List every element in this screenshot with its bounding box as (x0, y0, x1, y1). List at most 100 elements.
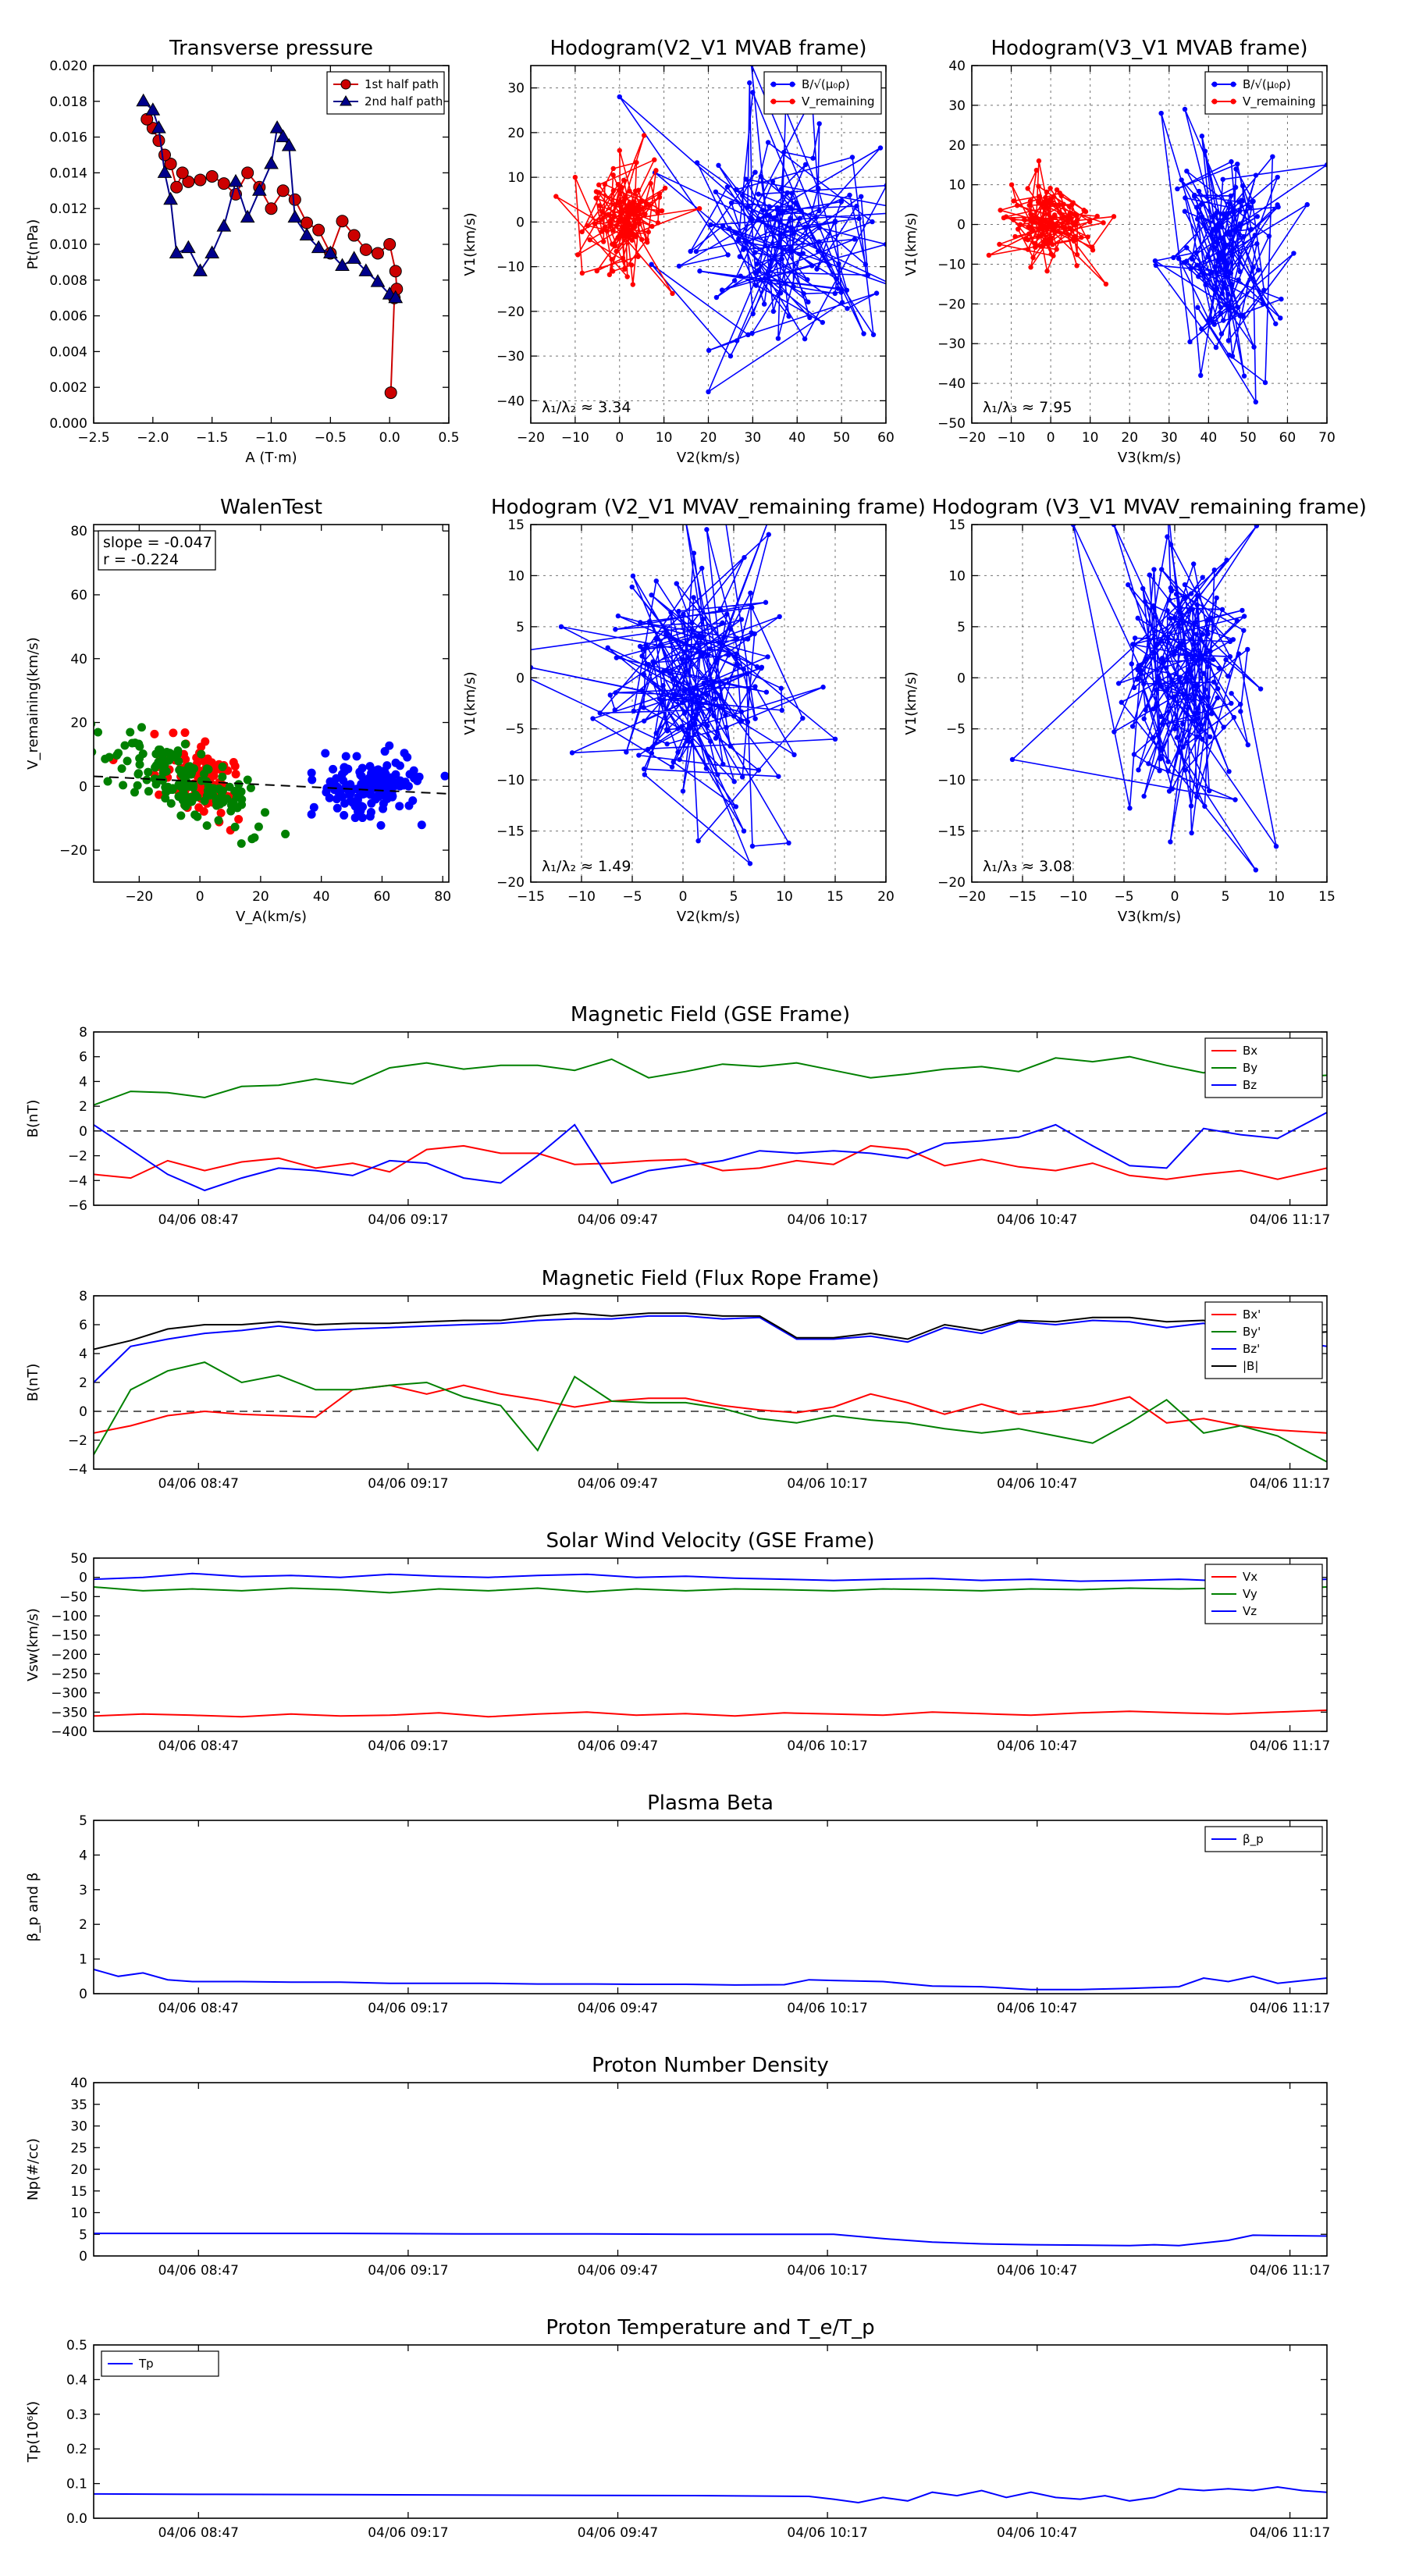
data-point (180, 728, 190, 738)
data-point (707, 646, 713, 652)
data-point (301, 216, 313, 229)
plot-area (1009, 525, 1279, 873)
data-point (592, 221, 598, 227)
y-tick-label: 0 (516, 215, 525, 230)
y-tick-label: 10 (948, 568, 966, 584)
data-point (1224, 557, 1229, 563)
data-point (756, 191, 761, 197)
chart-h1: Hodogram(V2_V1 MVAB frame) −20 −10 0 10 20 30 4… (462, 37, 895, 466)
data-point (777, 614, 782, 620)
data-point (307, 768, 316, 777)
data-point (1195, 304, 1200, 311)
data-point (1197, 650, 1203, 656)
data-point (357, 813, 367, 823)
legend: β_p (1204, 1826, 1323, 1852)
y-tick-label: 0.004 (49, 344, 87, 360)
x-tick-label: 60 (1279, 430, 1297, 446)
plot-area (94, 1055, 1327, 1192)
data-point (873, 290, 880, 296)
data-point (217, 177, 230, 190)
data-point (1193, 620, 1198, 626)
plot-area (94, 1312, 1327, 1463)
data-point (205, 245, 220, 258)
data-point (807, 315, 813, 321)
data-point (780, 209, 786, 215)
data-point (861, 331, 866, 336)
x-tick-label: 04/06 08:47 (158, 2001, 239, 2016)
x-tick-label: 04/06 10:17 (787, 2263, 867, 2279)
legend-marker (1230, 81, 1236, 87)
legend-label: By' (1243, 1325, 1261, 1339)
data-point (404, 801, 414, 810)
data-point (596, 182, 602, 188)
data-point (176, 166, 189, 180)
data-point (688, 248, 693, 254)
data-point (1136, 667, 1141, 673)
x-tick-label: 20 (1121, 430, 1138, 446)
data-point (1241, 614, 1247, 619)
data-point (789, 190, 795, 196)
data-point (371, 792, 380, 802)
data-point (1158, 756, 1163, 762)
data-point (1035, 234, 1041, 240)
legend-label: β_p (1243, 1832, 1264, 1847)
data-point (1074, 263, 1080, 269)
data-point (1203, 282, 1208, 288)
legend: 1st half path 2nd half path (326, 71, 445, 115)
y-tick-label: −10 (496, 260, 525, 276)
x-tick-label: 10 (656, 430, 673, 446)
x-tick-label: 0 (196, 889, 205, 905)
data-point (1211, 567, 1218, 573)
data-point (986, 252, 992, 258)
data-point (1033, 167, 1040, 173)
legend-box (1204, 1826, 1323, 1852)
y-tick-label: 0.002 (49, 380, 87, 396)
data-point (365, 762, 375, 771)
data-point (752, 169, 758, 175)
data-point (1197, 721, 1204, 727)
data-point (1229, 691, 1234, 696)
x-tick-label: 04/06 10:47 (997, 2525, 1077, 2541)
y-tick-label: 30 (507, 81, 525, 97)
y-tick-label: 8 (79, 1289, 87, 1304)
x-tick-label: 04/06 10:17 (787, 1212, 867, 1228)
data-point (596, 190, 602, 195)
data-point (1179, 721, 1186, 727)
data-point (1172, 652, 1177, 657)
data-point (1229, 354, 1236, 359)
data-point (737, 254, 742, 259)
data-point (166, 799, 176, 808)
data-point (1136, 767, 1141, 773)
plot-frame (93, 1820, 1328, 1994)
data-point (1177, 674, 1183, 680)
y-axis-label: B(nT) (25, 1100, 41, 1138)
data-point (1062, 226, 1068, 232)
data-point (1065, 215, 1070, 221)
data-point (218, 786, 227, 795)
data-point (1212, 212, 1218, 218)
y-tick-label: 1 (79, 1952, 87, 1968)
data-point (612, 707, 617, 713)
data-point (1023, 236, 1029, 242)
data-point (1196, 274, 1201, 279)
data-point (1218, 304, 1224, 311)
y-tick-label: −20 (937, 875, 966, 891)
data-point (1229, 700, 1234, 706)
data-point (1193, 681, 1200, 688)
data-point (1037, 198, 1042, 204)
data-point (240, 209, 255, 223)
y-tick-label: 0.000 (49, 416, 87, 432)
x-tick-label: 30 (745, 430, 762, 446)
data-point (329, 764, 338, 774)
series--b- (94, 1312, 1327, 1350)
data-point (600, 239, 606, 244)
data-point (820, 685, 826, 690)
legend-label: |B| (1243, 1359, 1258, 1373)
data-point (641, 718, 647, 724)
series-line (531, 525, 838, 864)
data-point (359, 243, 372, 256)
plot-frame (93, 1031, 1328, 1206)
data-point (752, 250, 758, 255)
data-point (625, 208, 631, 213)
data-point (287, 209, 303, 223)
